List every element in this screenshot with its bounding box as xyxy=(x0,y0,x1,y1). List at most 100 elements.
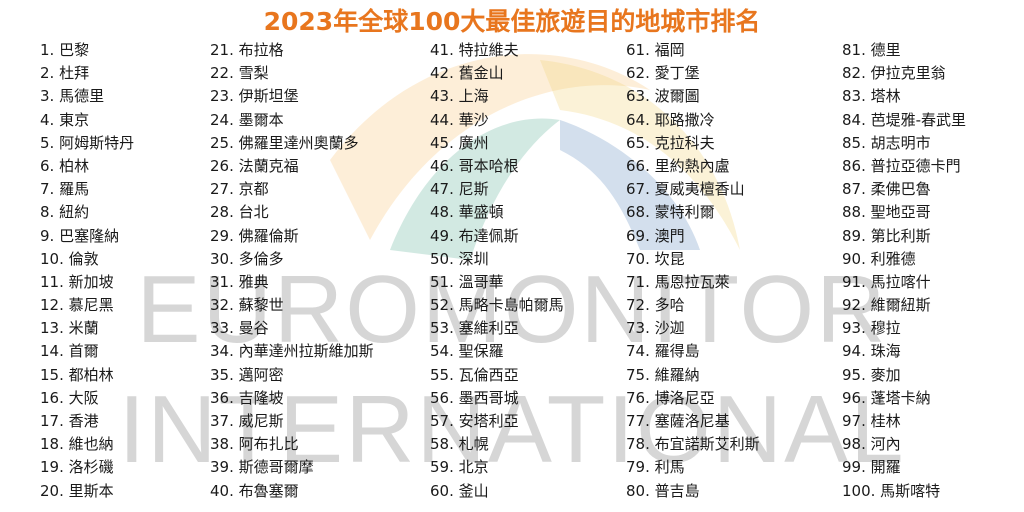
ranking-item: 26. 法蘭克福 xyxy=(210,156,299,175)
ranking-column-5: 81. 德里 82. 伊拉克里翁 83. 塔林 84. 芭堤雅-春武里 85. 胡志明市… xyxy=(842,39,966,503)
ranking-item: 42. 舊金山 xyxy=(430,64,504,83)
ranking-item: 18. 維也納 xyxy=(40,435,114,454)
ranking-item: 8. 紐約 xyxy=(40,203,90,222)
ranking-item: 34. 內華達州拉斯維加斯 xyxy=(210,342,374,361)
ranking-column-1: 1. 巴黎 2. 杜拜 3. 馬德里 4. 東京 5. 阿姆斯特丹 6. 柏林 7. 羅馬 8… xyxy=(40,39,134,503)
ranking-item: 25. 佛羅里達州奧蘭多 xyxy=(210,133,359,152)
ranking-item: 95. 麥加 xyxy=(842,365,901,384)
ranking-item: 78. 布宜諾斯艾利斯 xyxy=(626,435,760,454)
ranking-item: 46. 哥本哈根 xyxy=(430,156,519,175)
ranking-item: 65. 克拉科夫 xyxy=(626,133,715,152)
ranking-item: 50. 深圳 xyxy=(430,249,489,268)
ranking-item: 86. 普拉亞德卡門 xyxy=(842,156,961,175)
ranking-item: 74. 羅得島 xyxy=(626,342,700,361)
ranking-item: 10. 倫敦 xyxy=(40,249,99,268)
ranking-item: 28. 台北 xyxy=(210,203,269,222)
ranking-item: 96. 蓬塔卡納 xyxy=(842,388,931,407)
ranking-column-4: 61. 福岡 62. 愛丁堡 63. 波爾圖 64. 耶路撒冷 65. 克拉科夫 66. … xyxy=(626,39,760,503)
ranking-item: 14. 首爾 xyxy=(40,342,99,361)
ranking-item: 73. 沙迦 xyxy=(626,319,685,338)
ranking-item: 91. 馬拉喀什 xyxy=(842,272,931,291)
ranking-item: 97. 桂林 xyxy=(842,412,901,430)
watermark-orange-swoosh xyxy=(330,54,650,241)
ranking-item: 93. 穆拉 xyxy=(842,319,901,338)
ranking-item: 80. 普吉島 xyxy=(626,481,700,500)
ranking-item: 32. 蘇黎世 xyxy=(210,296,284,315)
ranking-item: 58. 札幌 xyxy=(430,435,489,454)
ranking-item: 99. 開羅 xyxy=(842,458,901,477)
watermark-text-line1: EUROMONITOR xyxy=(136,256,888,363)
ranking-item: 44. 華沙 xyxy=(430,110,489,129)
ranking-item: 5. 阿姆斯特丹 xyxy=(40,133,135,152)
ranking-item: 52. 馬略卡島帕爾馬 xyxy=(430,296,564,315)
ranking-item: 62. 愛丁堡 xyxy=(626,64,700,83)
ranking-item: 45. 廣州 xyxy=(430,133,489,152)
page-title: 2023年全球100大最佳旅遊目的地城市排名 xyxy=(263,7,761,36)
ranking-item: 37. 威尼斯 xyxy=(210,412,284,430)
ranking-item: 29. 佛羅倫斯 xyxy=(210,226,299,245)
watermark-green-swoosh xyxy=(390,118,560,260)
ranking-item: 63. 波爾圖 xyxy=(626,87,700,106)
ranking-item: 11. 新加坡 xyxy=(40,272,114,291)
ranking-item: 30. 多倫多 xyxy=(210,249,284,268)
ranking-item: 64. 耶路撒冷 xyxy=(626,110,715,129)
ranking-item: 38. 阿布扎比 xyxy=(210,435,299,454)
ranking-column-3: 41. 特拉維夫 42. 舊金山 43. 上海 44. 華沙 45. 廣州 46. 哥本哈… xyxy=(430,39,564,503)
ranking-item: 72. 多哈 xyxy=(626,296,685,315)
ranking-item: 71. 馬恩拉瓦萊 xyxy=(626,272,730,291)
ranking-item: 59. 北京 xyxy=(430,458,489,477)
ranking-item: 36. 吉隆坡 xyxy=(210,388,284,407)
ranking-item: 54. 聖保羅 xyxy=(430,342,504,361)
ranking-item: 48. 華盛頓 xyxy=(430,203,504,222)
ranking-item: 76. 博洛尼亞 xyxy=(626,388,715,407)
ranking-item: 9. 巴塞隆納 xyxy=(40,226,120,245)
ranking-item: 57. 安塔利亞 xyxy=(430,412,519,430)
ranking-item: 81. 德里 xyxy=(842,41,901,59)
ranking-item: 12. 慕尼黑 xyxy=(40,296,114,315)
ranking-item: 61. 福岡 xyxy=(626,41,685,59)
ranking-item: 87. 柔佛巴魯 xyxy=(842,180,931,199)
ranking-item: 69. 澳門 xyxy=(626,226,685,245)
ranking-item: 15. 都柏林 xyxy=(40,365,114,384)
ranking-item: 13. 米蘭 xyxy=(40,319,99,338)
ranking-item: 92. 維爾紐斯 xyxy=(842,296,931,315)
ranking-item: 75. 維羅納 xyxy=(626,365,700,384)
ranking-item: 55. 瓦倫西亞 xyxy=(430,365,519,384)
ranking-item: 6. 柏林 xyxy=(40,156,90,175)
ranking-item: 43. 上海 xyxy=(430,87,489,106)
ranking-item: 67. 夏威夷檀香山 xyxy=(626,180,745,199)
watermark-blue-swoosh xyxy=(560,120,700,250)
ranking-item: 3. 馬德里 xyxy=(40,87,105,106)
ranking-item: 16. 大阪 xyxy=(40,388,99,407)
ranking-item: 83. 塔林 xyxy=(842,87,901,106)
ranking-item: 51. 溫哥華 xyxy=(430,272,504,291)
watermark-text-line2: INTERNATIONAL xyxy=(118,376,906,483)
ranking-item: 2. 杜拜 xyxy=(40,64,90,83)
ranking-item: 22. 雪梨 xyxy=(210,64,269,83)
ranking-item: 39. 斯德哥爾摩 xyxy=(210,458,314,477)
watermark-yellow-swoosh xyxy=(540,60,740,250)
ranking-item: 19. 洛杉磯 xyxy=(40,458,114,477)
ranking-item: 40. 布魯塞爾 xyxy=(210,481,299,500)
ranking-item: 77. 塞薩洛尼基 xyxy=(626,412,730,430)
ranking-item: 24. 墨爾本 xyxy=(210,110,284,129)
ranking-item: 85. 胡志明市 xyxy=(842,133,931,152)
ranking-item: 21. 布拉格 xyxy=(210,41,284,59)
ranking-item: 27. 京都 xyxy=(210,180,269,199)
ranking-item: 56. 墨西哥城 xyxy=(430,388,519,407)
ranking-item: 23. 伊斯坦堡 xyxy=(210,87,299,106)
ranking-item: 68. 蒙特利爾 xyxy=(626,203,715,222)
ranking-item: 84. 芭堤雅-春武里 xyxy=(842,110,967,129)
ranking-item: 53. 塞維利亞 xyxy=(430,319,519,338)
ranking-item: 70. 坎昆 xyxy=(626,249,685,268)
ranking-item: 33. 曼谷 xyxy=(210,319,269,338)
ranking-item: 66. 里約熱內盧 xyxy=(626,156,730,175)
ranking-item: 100. 馬斯喀特 xyxy=(842,481,941,500)
ranking-item: 89. 第比利斯 xyxy=(842,226,931,245)
ranking-item: 20. 里斯本 xyxy=(40,481,114,500)
ranking-item: 82. 伊拉克里翁 xyxy=(842,64,946,83)
ranking-item: 47. 尼斯 xyxy=(430,180,489,199)
ranking-item: 90. 利雅德 xyxy=(842,249,916,268)
ranking-item: 94. 珠海 xyxy=(842,342,901,361)
